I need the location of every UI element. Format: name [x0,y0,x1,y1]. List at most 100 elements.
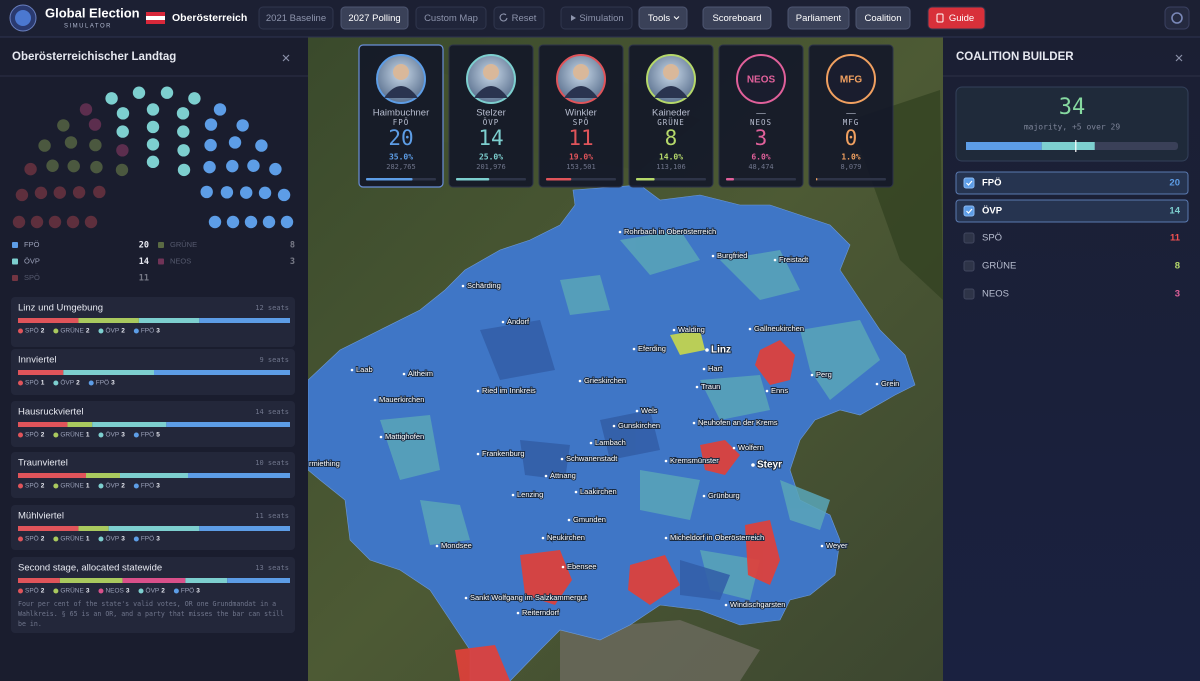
party-seats: 11 [1170,233,1181,244]
avatar-party: MFG [840,75,862,86]
checkbox[interactable] [963,232,975,244]
toolbar-button[interactable] [258,6,334,30]
button-label: 2027 Polling [348,13,400,24]
candidate-cards: HaimbuchnerFPÖ2035.0%282,765StelzerÖVP14… [358,44,894,188]
bar-segment [1041,142,1095,150]
seat [79,103,93,116]
place-label: Altheim [408,369,433,378]
toolbar-button[interactable] [787,6,850,30]
party-name: ÖVP [982,206,1003,217]
place-dot [544,474,548,478]
legend-seats: 3 [196,588,200,595]
toolbar-button[interactable] [638,6,688,30]
share-bar [726,178,734,181]
legend-dot [133,483,139,489]
flag [146,16,165,20]
seat [90,160,103,174]
toolbar-button[interactable] [560,6,633,30]
seat [67,159,80,173]
bar-segment [966,142,1042,150]
legend-seats: 2 [121,483,125,490]
candidate-seats: 3 [755,126,768,150]
legend-dot [53,328,59,334]
map[interactable]: Rohrbach in Oberösterreich Burgfried Freis… [304,37,943,681]
place-label: Grünburg [708,491,740,500]
seat-bar-segment [18,318,79,323]
legend-party: GRÜNE [60,535,84,543]
place-label: Grieskirchen [584,376,626,385]
party-seats: 8 [1175,261,1180,272]
legend-party: SPÖ [25,327,39,335]
legend-seats: 3 [86,588,90,595]
legend-seats: 3 [126,588,130,595]
place-label: Sankt Wolfgang im Salzkammergut [470,593,588,602]
seat [226,215,240,229]
toolbar-button[interactable] [927,6,986,30]
seat-bar-segment [108,526,200,531]
place-labels: Rohrbach in Oberösterreich Burgfried Freis… [308,226,900,618]
place-dot [773,258,777,262]
place-label: Linz [711,345,731,356]
place-dot [476,389,480,393]
place-label: Lambach [595,438,626,447]
candidate-name: — [756,108,766,119]
button-label: Coalition [865,13,902,24]
checkbox[interactable] [963,205,975,217]
seat [132,86,146,99]
legend-seats: 2 [41,536,45,543]
legend-seats: 3 [121,536,125,543]
seat [38,139,51,152]
close-button[interactable] [282,54,290,62]
checkbox[interactable] [963,177,975,189]
place-dot [511,493,515,497]
close-button[interactable] [1175,54,1183,62]
seat-bar-segment [122,578,186,583]
seat [89,138,102,152]
place-dot [711,254,715,258]
seat-bar-segment [18,473,86,478]
party-seats: 3 [1175,289,1180,300]
toolbar-button[interactable] [855,6,911,30]
toolbar-button[interactable] [340,6,409,30]
toolbar-button[interactable] [493,6,545,30]
seat [208,215,222,229]
place-label: Eferding [638,344,666,353]
button-label: 2021 Baseline [266,13,326,24]
seat-bar-segment [18,370,64,375]
toolbar-button[interactable] [415,6,487,30]
region-card[interactable] [11,557,295,633]
party-row[interactable] [955,171,1189,195]
place-label: Laakirchen [580,487,617,496]
region-seats: 10 seats [255,459,289,467]
legend-seats: 3 [156,536,160,543]
legend-dot [53,536,59,542]
seat-bar-segment [78,526,109,531]
checkbox[interactable] [963,260,975,272]
candidate-seats: 14 [478,126,503,150]
party-name: SPÖ [982,233,1002,244]
app-subtitle: SIMULATOR [64,24,112,30]
seat-bar-segment [18,526,79,531]
seat [280,215,294,229]
checkbox[interactable] [963,288,975,300]
legend-dot [133,328,139,334]
party-row[interactable] [955,199,1189,223]
place-dot [567,518,571,522]
coalition-party-list: FPÖ 20 ÖVP 14 SPÖ 11 GRÜNE 8 NEOS 3 [955,171,1189,300]
seat [93,185,106,199]
seat-bar-segment [18,578,60,583]
legend-seats: 2 [161,588,165,595]
candidate-votes: 201,976 [476,163,506,171]
place-dot [765,389,769,393]
place-dot [402,372,406,376]
legend-party: FPÖ [141,535,154,543]
settings-button[interactable] [1164,6,1190,30]
avatar-body [564,86,598,98]
toolbar-button[interactable] [702,6,772,30]
seat [72,186,86,199]
seat [57,119,70,132]
place-dot [751,463,755,467]
legend-party: SPÖ [24,273,40,282]
place-dot [464,596,468,600]
avatar-ring [736,54,786,104]
